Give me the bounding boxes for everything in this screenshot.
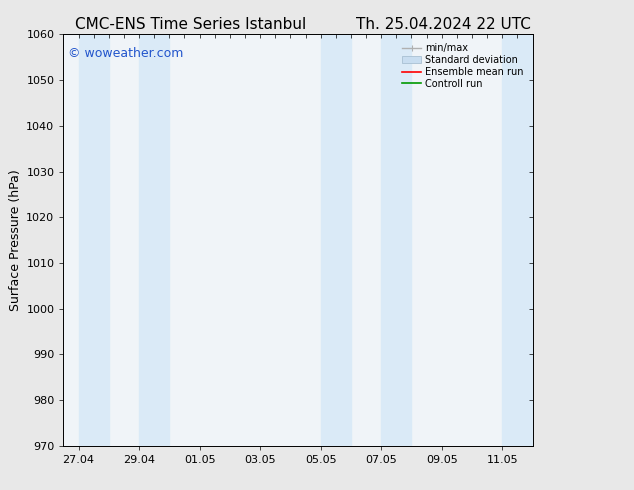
Y-axis label: Surface Pressure (hPa): Surface Pressure (hPa): [9, 169, 22, 311]
Text: Th. 25.04.2024 22 UTC: Th. 25.04.2024 22 UTC: [356, 17, 531, 32]
Text: CMC-ENS Time Series Istanbul: CMC-ENS Time Series Istanbul: [75, 17, 306, 32]
Bar: [139, 34, 169, 446]
Bar: [381, 34, 411, 446]
Bar: [79, 34, 109, 446]
Bar: [502, 34, 533, 446]
Legend: min/max, Standard deviation, Ensemble mean run, Controll run: min/max, Standard deviation, Ensemble me…: [398, 39, 527, 93]
Text: © woweather.com: © woweather.com: [68, 47, 183, 60]
Bar: [321, 34, 351, 446]
